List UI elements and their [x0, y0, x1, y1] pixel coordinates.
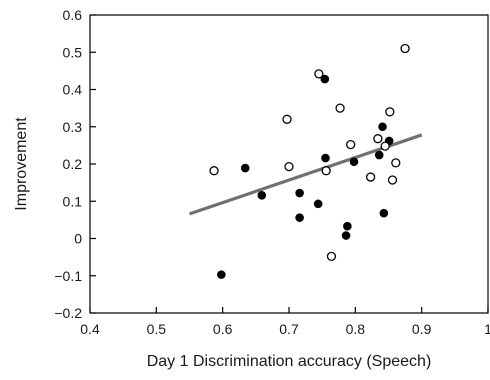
data-point-filled: [295, 213, 304, 222]
data-point-open: [400, 43, 410, 54]
data-point-filled: [321, 153, 330, 163]
data-point-filled: [349, 157, 359, 167]
data-point-open: [380, 141, 390, 151]
data-point-filled: [313, 199, 323, 209]
data-point-filled: [379, 208, 389, 218]
y-tick-label: 0.6: [63, 7, 83, 23]
data-point-filled: [343, 221, 352, 231]
y-tick-label: 0: [74, 231, 82, 247]
data-point-filled: [320, 74, 330, 84]
y-tick-label: −0.1: [54, 268, 82, 284]
data-point-open: [387, 175, 398, 185]
data-point-open: [391, 158, 401, 168]
data-point-filled: [341, 231, 351, 240]
y-axis-ticks: −0.2 −0.1 0 0.1 0.2 0.3 0.4 0.5 0.6: [54, 7, 96, 321]
x-tick-label: 0.5: [147, 321, 167, 337]
data-point-open: [326, 251, 337, 262]
data-point-open: [284, 161, 294, 172]
x-tick-label: 0.6: [213, 321, 233, 337]
y-tick-label: −0.2: [54, 305, 82, 321]
data-point-filled: [240, 163, 250, 173]
x-tick-label: 0.8: [346, 321, 366, 337]
data-point-open: [321, 166, 331, 176]
x-axis-title: Day 1 Discrimination accuracy (Speech): [147, 353, 432, 370]
data-point-filled: [374, 150, 384, 160]
data-points: [209, 43, 410, 279]
y-tick-label: 0.4: [63, 82, 83, 98]
data-point-filled: [378, 122, 387, 132]
data-point-open: [346, 139, 356, 150]
data-point-open: [385, 107, 395, 117]
data-point-open: [282, 114, 292, 124]
data-point-filled: [257, 190, 267, 200]
data-point-open: [335, 103, 345, 113]
data-point-open: [314, 69, 324, 79]
y-tick-label: 0.3: [63, 119, 83, 135]
data-point-filled: [295, 188, 304, 198]
x-axis-ticks: 0.4 0.5 0.6 0.7 0.8 0.9 1: [80, 307, 490, 337]
data-point-open: [209, 166, 219, 176]
x-tick-label: 0.9: [412, 321, 432, 337]
y-tick-label: 0.2: [63, 156, 83, 172]
y-tick-label: 0.5: [63, 44, 83, 60]
x-tick-label: 0.7: [279, 321, 299, 337]
y-tick-label: 0.1: [63, 193, 83, 209]
data-point-filled: [217, 270, 226, 279]
data-point-open: [373, 134, 383, 144]
x-tick-label: 1: [484, 321, 490, 337]
x-tick-label: 0.4: [80, 321, 100, 337]
y-axis-title: Improvement: [13, 117, 30, 211]
data-point-open: [365, 172, 376, 182]
